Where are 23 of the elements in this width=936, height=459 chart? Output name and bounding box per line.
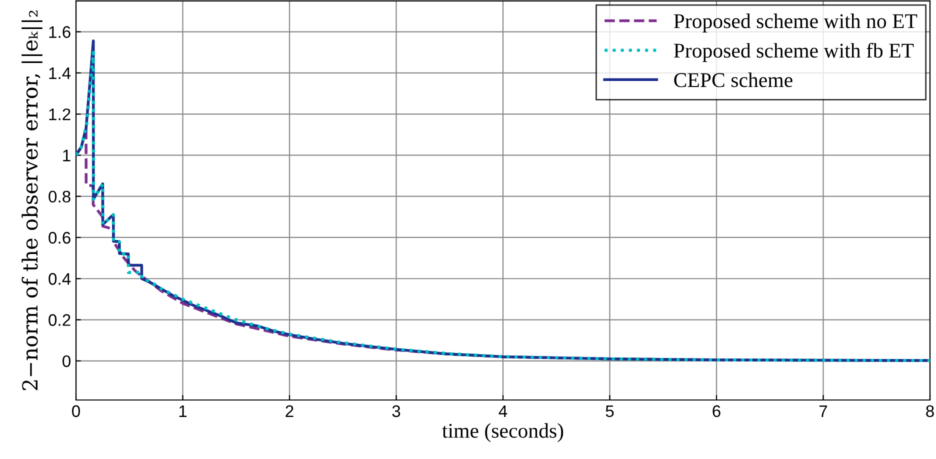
legend-label: Proposed scheme with no ET <box>674 14 918 32</box>
x-axis-title: time (seconds) <box>442 423 564 442</box>
y-tick-label: 0.6 <box>48 232 70 244</box>
legend-label: CEPC scheme <box>674 72 792 88</box>
x-tick-label: 4 <box>498 405 508 417</box>
x-tick-label: 0 <box>72 405 80 418</box>
y-axis-title: 2−norm of the observer error, ||eₖ||₂ <box>22 10 42 390</box>
x-tick-label: 2 <box>286 405 294 417</box>
x-tick-label: 1 <box>179 405 187 417</box>
x-tick-label: 5 <box>606 405 614 418</box>
y-tick-label: 1.4 <box>49 67 71 79</box>
x-tick-label: 8 <box>926 405 934 418</box>
x-tick-label: 6 <box>712 405 720 418</box>
y-tick-label: 1.6 <box>49 26 70 38</box>
y-tick-label: 1.2 <box>49 108 70 120</box>
y-tick-label: 0.2 <box>48 314 70 326</box>
y-tick-label: 0.4 <box>48 273 71 285</box>
legend-label: Proposed scheme with fb ET <box>674 42 914 62</box>
y-tick-label: 0 <box>62 355 70 368</box>
x-tick-label: 7 <box>819 405 828 417</box>
y-tick-label: 0.8 <box>48 190 70 203</box>
x-tick-label: 3 <box>392 405 400 418</box>
y-tick-label: 1 <box>63 150 70 162</box>
